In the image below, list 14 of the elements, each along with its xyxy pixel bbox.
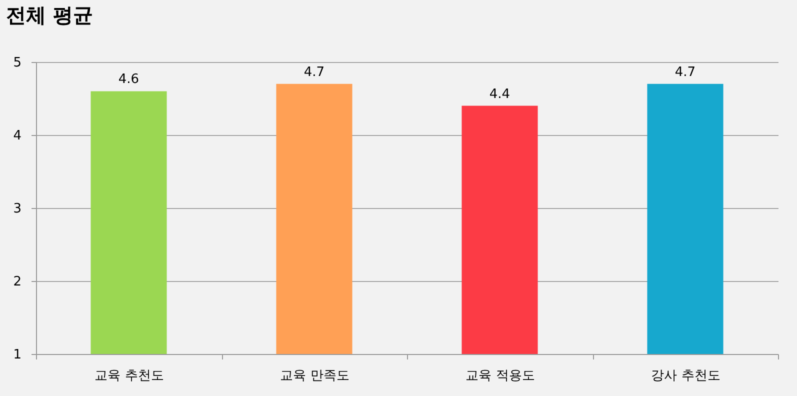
data-label: 4.4	[489, 86, 510, 102]
x-tick-label: 교육 만족도	[280, 368, 350, 384]
y-tick-label: 2	[13, 274, 22, 290]
y-tick-label: 1	[13, 348, 22, 362]
y-tick-label: 4	[13, 128, 22, 144]
data-label: 4.7	[304, 64, 325, 80]
chart-title: 전체 평균	[6, 3, 93, 27]
data-label: 4.6	[118, 72, 140, 88]
x-tick-label: 교육 추천도	[94, 368, 164, 384]
data-label: 4.7	[674, 64, 696, 80]
y-tick-label: 3	[13, 202, 22, 216]
x-tick-label: 강사 추천도	[651, 368, 720, 384]
y-tick-label: 5	[13, 56, 22, 70]
x-tick-label: 교육 적용도	[466, 368, 535, 384]
